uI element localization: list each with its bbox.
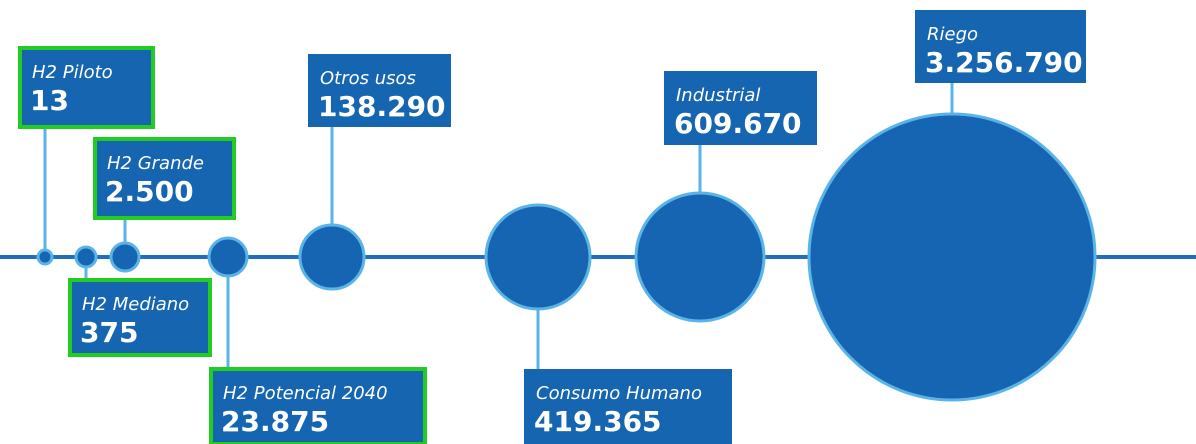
bubble bbox=[634, 191, 766, 323]
bubble bbox=[36, 248, 54, 266]
item-value: 3.256.790 bbox=[925, 46, 1083, 79]
bubble bbox=[484, 203, 592, 311]
item-label: H2 Mediano bbox=[82, 294, 189, 315]
item-value: 138.290 bbox=[318, 90, 446, 123]
item-label: H2 Piloto bbox=[32, 62, 113, 83]
bubble bbox=[298, 223, 366, 291]
item-value: 375 bbox=[80, 316, 138, 349]
item-label: Industrial bbox=[676, 85, 760, 106]
bubble bbox=[207, 236, 249, 278]
label-box bbox=[664, 71, 817, 145]
item-label: H2 Potencial 2040 bbox=[223, 383, 388, 404]
item-label: Otros usos bbox=[320, 68, 416, 89]
bubble bbox=[109, 241, 141, 273]
label-box bbox=[308, 54, 451, 127]
item-label: Riego bbox=[927, 24, 978, 45]
item-value: 609.670 bbox=[674, 107, 802, 140]
label-box bbox=[209, 367, 427, 444]
item-value: 419.365 bbox=[534, 405, 662, 438]
item-value: 2.500 bbox=[105, 175, 194, 208]
label-box bbox=[93, 137, 236, 220]
item-label: Consumo Humano bbox=[536, 383, 702, 404]
label-box bbox=[524, 369, 732, 444]
item-label: H2 Grande bbox=[107, 153, 204, 174]
item-value: 23.875 bbox=[221, 405, 329, 438]
label-box bbox=[68, 278, 212, 357]
label-box bbox=[915, 10, 1086, 83]
bubble bbox=[807, 112, 1097, 402]
label-box bbox=[18, 46, 155, 129]
item-value: 13 bbox=[30, 84, 69, 117]
bubble bbox=[74, 245, 98, 269]
